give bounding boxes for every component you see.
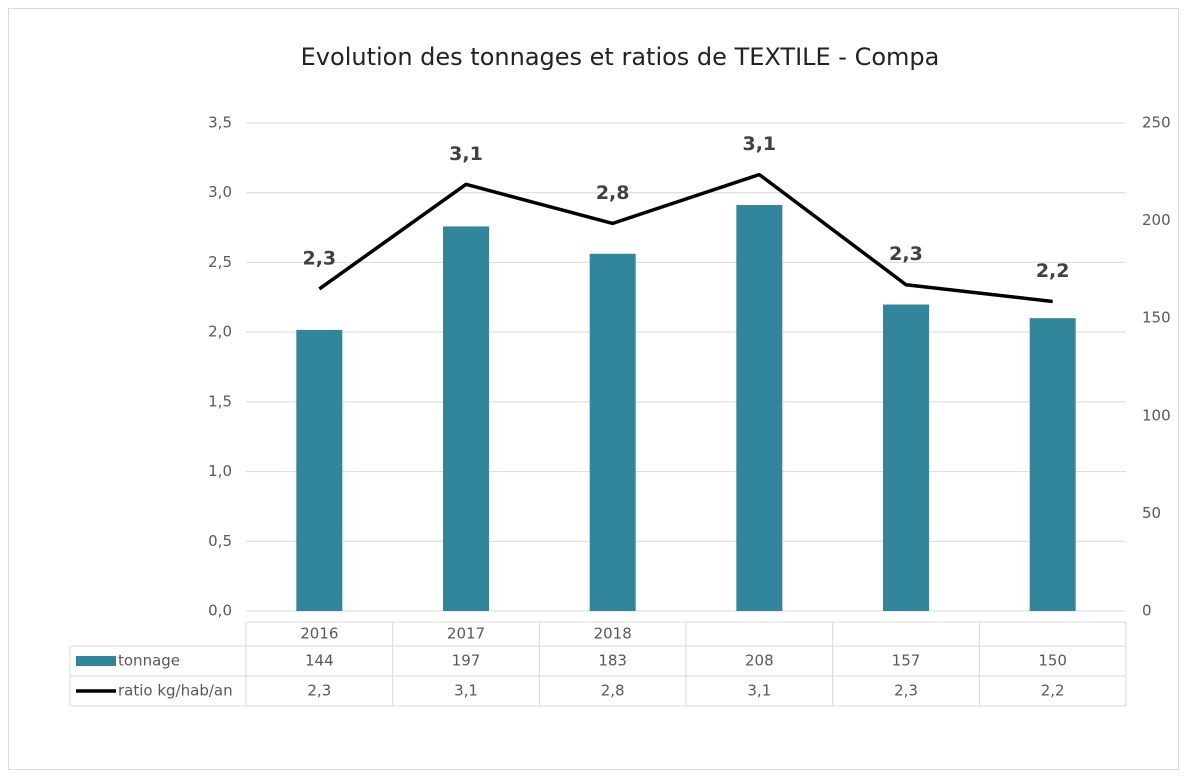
data-label: 2,8 [596, 182, 630, 204]
legend-label: tonnage [118, 652, 180, 670]
table-cell: 150 [1038, 652, 1067, 670]
table-cell: 2,2 [1041, 682, 1065, 700]
y-tick-label: 0,0 [208, 602, 232, 620]
bar [589, 253, 636, 611]
data-label: 2,3 [889, 243, 923, 265]
x-tick-label: 2017 [447, 625, 485, 643]
data-label: 2,2 [1036, 260, 1070, 282]
y2-tick-label: 0 [1142, 602, 1152, 620]
y2-tick-label: 150 [1142, 309, 1171, 327]
chart-title: Evolution des tonnages et ratios de TEXT… [301, 43, 940, 71]
y-tick-label: 3,0 [208, 183, 232, 201]
table-cell: 183 [598, 652, 627, 670]
bar [1029, 318, 1076, 611]
bar [883, 304, 929, 611]
table-cell: 197 [452, 652, 481, 670]
table-cell: 157 [892, 652, 921, 670]
x-tick-label: 2016 [300, 625, 338, 643]
legend-key [76, 656, 116, 666]
bar [443, 226, 489, 611]
y2-tick-label: 200 [1142, 211, 1171, 229]
data-label: 3,1 [742, 133, 776, 155]
table-cell: 3,1 [747, 682, 771, 700]
bar [736, 204, 783, 611]
x-tick-label: 2018 [594, 625, 632, 643]
table-cell: 2,8 [601, 682, 625, 700]
data-label: 3,1 [449, 143, 483, 165]
y2-tick-label: 250 [1142, 114, 1171, 132]
table-cell: 2,3 [307, 682, 331, 700]
line [318, 172, 1053, 304]
y2-tick-label: 100 [1142, 406, 1171, 424]
y-tick-label: 2,0 [208, 323, 232, 341]
table-cell: 3,1 [454, 682, 478, 700]
table-cell: 2,3 [894, 682, 918, 700]
table-cell: 144 [305, 652, 334, 670]
data-label: 2,3 [302, 247, 336, 269]
y-tick-label: 3,5 [208, 114, 232, 132]
y-tick-label: 0,5 [208, 532, 232, 550]
table-cell: 208 [745, 652, 774, 670]
legend-label: ratio kg/hab/an [118, 682, 233, 700]
y-tick-label: 1,5 [208, 392, 232, 410]
y2-tick-label: 50 [1142, 504, 1161, 522]
bar [296, 329, 343, 611]
y-tick-label: 2,5 [208, 253, 232, 271]
y-tick-label: 1,0 [208, 462, 232, 480]
